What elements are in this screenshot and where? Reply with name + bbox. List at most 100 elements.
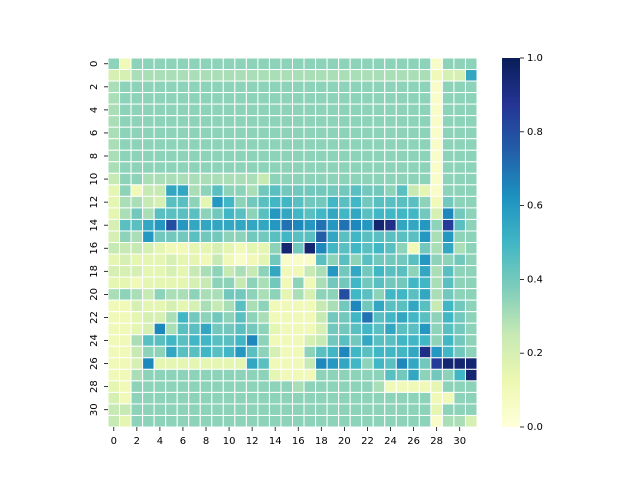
heatmap-cell xyxy=(165,345,178,359)
heatmap-cell xyxy=(464,92,478,105)
heatmap-cell xyxy=(395,357,409,370)
heatmap-cell xyxy=(257,69,270,82)
heatmap-cell xyxy=(280,276,294,290)
heatmap-cell xyxy=(338,311,351,324)
heatmap-cell xyxy=(338,69,351,82)
heatmap-cell xyxy=(153,184,167,197)
heatmap-cell xyxy=(280,218,294,232)
heatmap-cell xyxy=(338,368,351,382)
heatmap-cell xyxy=(188,299,201,313)
heatmap-cell xyxy=(234,115,247,128)
heatmap-cell xyxy=(349,414,363,428)
heatmap-cell xyxy=(257,265,270,278)
heatmap-cell xyxy=(303,80,317,94)
heatmap-cell xyxy=(107,253,121,267)
heatmap-cell xyxy=(119,253,132,267)
heatmap-cell xyxy=(464,161,478,174)
heatmap-cell xyxy=(234,218,247,232)
heatmap-cell xyxy=(222,357,236,370)
heatmap-cell xyxy=(349,184,363,197)
heatmap-cell xyxy=(165,242,178,255)
heatmap-cell xyxy=(268,138,282,151)
heatmap-cell xyxy=(441,368,455,382)
heatmap-cell xyxy=(292,138,305,151)
heatmap-cell xyxy=(176,276,190,290)
heatmap-cell xyxy=(326,103,340,117)
heatmap-cell xyxy=(280,103,294,117)
heatmap-cell xyxy=(349,115,363,128)
heatmap-cell xyxy=(119,345,132,359)
heatmap-cell xyxy=(441,149,455,163)
heatmap-cell xyxy=(142,391,155,405)
heatmap-cell xyxy=(326,184,340,197)
heatmap-cell xyxy=(326,92,340,105)
heatmap-cell xyxy=(234,357,247,370)
heatmap-cell xyxy=(407,103,420,117)
heatmap-cell xyxy=(303,138,317,151)
heatmap-cell xyxy=(211,172,224,186)
heatmap-cell xyxy=(441,322,455,336)
heatmap-cell xyxy=(280,322,294,336)
heatmap-cell xyxy=(188,103,201,117)
heatmap-cell xyxy=(199,380,213,393)
heatmap-cell xyxy=(372,334,386,347)
heatmap-cell xyxy=(257,357,270,370)
heatmap-cell xyxy=(292,207,305,220)
heatmap-cell xyxy=(349,311,363,324)
heatmap-cell xyxy=(130,195,144,209)
heatmap-cell xyxy=(107,288,121,301)
heatmap-cell xyxy=(407,161,420,174)
heatmap-cell xyxy=(292,414,305,428)
heatmap-cell xyxy=(441,218,455,232)
heatmap-cell xyxy=(130,184,144,197)
heatmap-cell xyxy=(119,172,132,186)
heatmap-cell xyxy=(372,322,386,336)
heatmap-cell xyxy=(338,345,351,359)
heatmap-cell xyxy=(119,218,132,232)
heatmap-cell xyxy=(245,218,259,232)
heatmap-cell xyxy=(315,345,328,359)
heatmap-cell xyxy=(211,345,224,359)
heatmap-cell xyxy=(107,414,121,428)
heatmap-cell xyxy=(119,403,132,416)
heatmap-cell xyxy=(464,414,478,428)
heatmap-cell xyxy=(199,80,213,94)
heatmap-cell xyxy=(418,115,432,128)
heatmap-cell xyxy=(338,207,351,220)
heatmap-cell xyxy=(245,69,259,82)
heatmap-cell xyxy=(280,345,294,359)
heatmap-cell xyxy=(234,345,247,359)
heatmap-cell xyxy=(130,322,144,336)
heatmap-cell xyxy=(349,288,363,301)
heatmap-cell xyxy=(142,184,155,197)
heatmap-cell xyxy=(165,103,178,117)
heatmap-cell xyxy=(372,115,386,128)
y-tick-label: 18 xyxy=(89,265,100,278)
heatmap-cell xyxy=(199,357,213,370)
heatmap-cell xyxy=(153,207,167,220)
heatmap-cell xyxy=(107,69,121,82)
heatmap-cell xyxy=(188,80,201,94)
heatmap-cell xyxy=(257,115,270,128)
x-tick-label: 6 xyxy=(180,436,186,447)
heatmap-cell xyxy=(176,288,190,301)
heatmap-cell xyxy=(453,253,466,267)
heatmap-cell xyxy=(165,276,178,290)
heatmap-cell xyxy=(199,414,213,428)
heatmap-cell xyxy=(464,368,478,382)
heatmap-cell xyxy=(142,207,155,220)
heatmap-cell xyxy=(222,218,236,232)
heatmap-cell xyxy=(372,207,386,220)
heatmap-cell xyxy=(430,92,443,105)
heatmap-cell xyxy=(464,149,478,163)
heatmap-cell xyxy=(418,184,432,197)
heatmap-cell xyxy=(199,253,213,267)
heatmap-cell xyxy=(361,80,374,94)
heatmap-cell xyxy=(153,345,167,359)
heatmap-cell xyxy=(395,391,409,405)
heatmap-cell xyxy=(211,92,224,105)
heatmap-cell xyxy=(418,334,432,347)
heatmap-cell xyxy=(199,288,213,301)
heatmap-cell xyxy=(119,299,132,313)
heatmap-cell xyxy=(430,242,443,255)
